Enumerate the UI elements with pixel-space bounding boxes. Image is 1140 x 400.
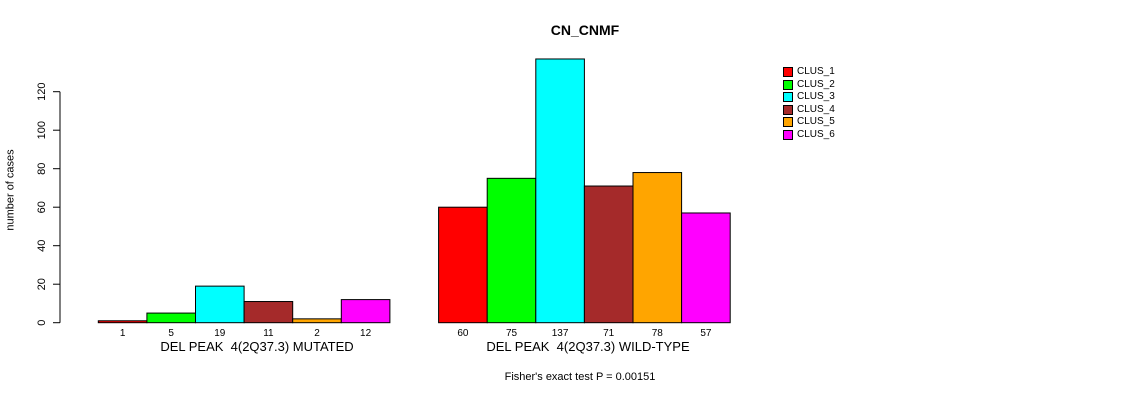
fisher-test-annotation: Fisher's exact test P = 0.00151 bbox=[504, 371, 656, 383]
bar-value-label: 57 bbox=[700, 328, 712, 339]
legend-swatch-icon bbox=[783, 117, 793, 128]
legend-item-clus_1: CLUS_1 bbox=[783, 66, 835, 79]
y-tick-label: 20 bbox=[36, 278, 48, 290]
legend-item-clus_3: CLUS_3 bbox=[783, 91, 835, 104]
legend-item-clus_2: CLUS_2 bbox=[783, 79, 835, 92]
chart-title: CN_CNMF bbox=[550, 22, 620, 38]
bar-clus_3-group2 bbox=[535, 58, 585, 324]
legend-swatch-icon bbox=[783, 92, 793, 103]
bar-clus_5-group2 bbox=[632, 172, 683, 324]
legend-swatch-icon bbox=[783, 79, 793, 90]
legend-label: CLUS_4 bbox=[797, 103, 835, 115]
y-tick-label: 40 bbox=[36, 240, 48, 252]
legend-label: CLUS_3 bbox=[797, 91, 835, 103]
legend-label: CLUS_5 bbox=[797, 116, 835, 128]
legend-item-clus_6: CLUS_6 bbox=[783, 129, 835, 142]
group-label: DEL PEAK 4(2Q37.3) WILD-TYPE bbox=[486, 339, 690, 354]
bar-clus_3-group1 bbox=[195, 285, 245, 324]
legend-item-clus_4: CLUS_4 bbox=[783, 104, 835, 117]
bar-clus_4-group2 bbox=[583, 185, 634, 324]
legend-item-clus_5: CLUS_5 bbox=[783, 116, 835, 129]
bar-value-label: 11 bbox=[263, 328, 274, 339]
group-label: DEL PEAK 4(2Q37.3) MUTATED bbox=[160, 339, 353, 354]
legend-swatch-icon bbox=[783, 104, 793, 115]
legend-swatch-icon bbox=[783, 67, 793, 78]
legend-label: CLUS_6 bbox=[797, 128, 835, 140]
bar-value-label: 137 bbox=[552, 328, 569, 339]
legend-label: CLUS_1 bbox=[797, 66, 835, 78]
legend-swatch-icon bbox=[783, 129, 793, 140]
bar-clus_1-group2 bbox=[438, 206, 488, 324]
bar-clus_1-group1 bbox=[97, 320, 148, 324]
bar-clus_4-group1 bbox=[243, 301, 294, 324]
bar-value-label: 1 bbox=[120, 328, 126, 339]
legend: CLUS_1 CLUS_2 CLUS_3 CLUS_4 CLUS_5 CLUS_6 bbox=[783, 66, 835, 141]
bar-value-label: 5 bbox=[168, 328, 174, 339]
bar-value-label: 12 bbox=[360, 328, 372, 339]
y-tick-label: 80 bbox=[36, 163, 48, 175]
bar-value-label: 71 bbox=[603, 328, 615, 339]
y-tick-label: 100 bbox=[36, 121, 48, 139]
y-tick-label: 0 bbox=[36, 320, 48, 326]
bar-clus_2-group2 bbox=[486, 177, 537, 324]
y-tick-label: 120 bbox=[36, 83, 48, 101]
bar-value-label: 60 bbox=[457, 328, 469, 339]
bar-value-label: 75 bbox=[506, 328, 518, 339]
bar-clus_6-group2 bbox=[681, 212, 731, 324]
bar-clus_2-group1 bbox=[146, 312, 196, 324]
bar-value-label: 19 bbox=[214, 328, 226, 339]
y-tick-label: 60 bbox=[36, 201, 48, 213]
bar-value-label: 78 bbox=[652, 328, 664, 339]
bar-clus_6-group1 bbox=[340, 299, 391, 324]
bar-clus_5-group1 bbox=[292, 318, 342, 324]
bar-value-label: 2 bbox=[314, 328, 320, 339]
legend-label: CLUS_2 bbox=[797, 78, 835, 90]
